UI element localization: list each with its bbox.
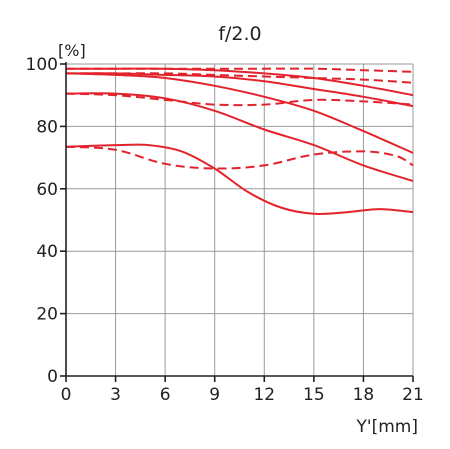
series-line-2-dashed <box>65 67 414 73</box>
x-tick-label-0: 0 <box>61 385 72 405</box>
series-line-4-dashed <box>65 72 414 84</box>
chart-title: f/2.0 <box>218 23 261 45</box>
series-line-5-solid <box>65 92 414 182</box>
x-tick-label-6: 6 <box>160 385 171 405</box>
y-tick-label-20: 20 <box>36 305 58 325</box>
x-tick-label-15: 15 <box>303 385 325 405</box>
x-tick-label-18: 18 <box>353 385 375 405</box>
x-tick-label-21: 21 <box>402 385 424 405</box>
x-tick-label-9: 9 <box>209 385 220 405</box>
grid <box>66 63 414 376</box>
series-line-9-dashed <box>65 145 414 170</box>
series-line-7-solid <box>65 72 414 154</box>
y-tick-label-0: 0 <box>47 367 58 387</box>
tick-labels: 0 20 40 60 80 100 0 3 6 9 12 15 18 21 <box>26 55 424 405</box>
series-line-1-solid <box>65 67 414 97</box>
series-line-6-dashed <box>65 92 414 107</box>
x-tick-label-12: 12 <box>253 385 275 405</box>
y-unit-label: [%] <box>58 41 86 60</box>
x-axis-label: Y'[mm] <box>356 417 418 437</box>
series-line-3-solid <box>65 72 414 108</box>
y-tick-label-60: 60 <box>36 180 58 200</box>
axes <box>60 62 414 382</box>
y-tick-label-40: 40 <box>36 242 58 262</box>
x-tick-label-3: 3 <box>110 385 121 405</box>
series-group <box>65 67 414 215</box>
series-line-8-solid <box>65 143 414 215</box>
y-tick-label-80: 80 <box>36 117 58 137</box>
y-tick-label-100: 100 <box>26 55 58 75</box>
